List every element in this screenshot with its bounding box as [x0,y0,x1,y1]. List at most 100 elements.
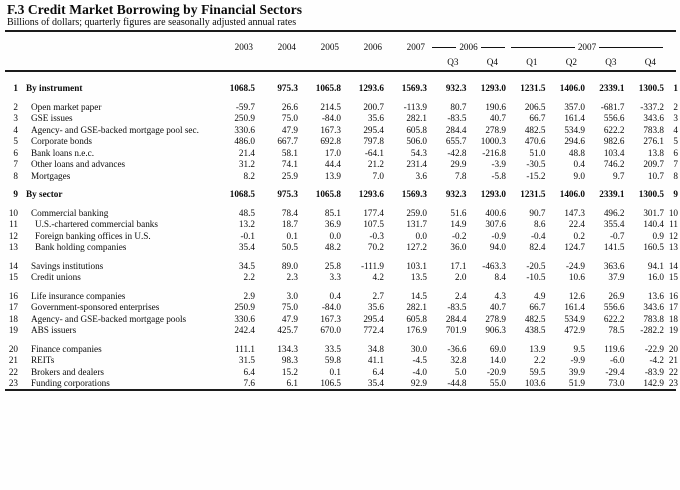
value-cell: 0.4 [573,159,585,169]
row-number-right: 13 [668,242,678,252]
row-label: Corporate bonds [31,136,92,146]
value-cell: 3.0 [286,290,298,301]
value-cell: 176.9 [406,325,427,335]
row-number-right: 21 [668,355,678,365]
value-cell: 301.7 [643,207,664,218]
value-cell: 78.4 [281,207,298,218]
value-cell: -10.5 [526,272,546,282]
value-cell: 330.6 [234,124,255,135]
value-cell: 9.7 [613,170,625,181]
value-cell: 26.6 [281,101,298,112]
value-cell: -83.5 [447,113,467,123]
value-cell: -44.8 [447,378,467,388]
value-cell: 438.5 [524,325,546,335]
col-header-quarter: Q3 [447,56,459,67]
value-cell: 21.2 [367,159,384,169]
value-cell: 932.3 [445,189,467,199]
row-number-right: 19 [668,325,678,335]
value-cell: 3.3 [329,272,341,282]
table-row: 16 Life insurance companies 2.9 3.0 0.4 2.7 14… [0,291,680,303]
value-cell: 75.0 [281,113,298,123]
value-cell: 482.5 [524,313,546,324]
table-row: 15 Credit unions 2.2 2.3 3.3 4.2 13.5 2.0 8.4 -10… [0,272,680,284]
value-cell: -4.0 [412,366,427,377]
row-number-right: 3 [673,113,678,123]
value-cell: -4.5 [412,355,427,365]
row-label: Life insurance companies [31,290,126,301]
value-cell: -5.8 [491,170,506,181]
value-cell: 80.7 [450,101,467,112]
value-cell: -83.5 [447,302,467,312]
value-cell: -29.4 [605,366,625,377]
row-number-left: 8 [13,170,18,181]
value-cell: 6.4 [243,366,255,377]
row-number-left: 9 [13,189,18,199]
value-cell: 26.9 [608,290,625,301]
value-cell: 9.5 [573,343,585,354]
value-cell: -0.3 [369,230,384,241]
value-cell: -83.9 [644,366,664,377]
col-header-year: 2005 [320,41,339,52]
row-number-left: 10 [8,207,18,218]
value-cell: 30.0 [410,343,427,354]
value-cell: 167.3 [320,313,341,324]
value-cell: -216.8 [482,147,506,158]
value-cell: -111.9 [360,260,384,271]
table-row: 13 Bank holding companies 35.4 50.5 48.2 70.2… [0,242,680,254]
value-cell: 1569.3 [401,189,427,199]
value-cell: -59.7 [235,101,255,112]
row-number-right: 2 [673,101,678,112]
value-cell: 22.4 [568,219,585,229]
row-number-left: 21 [8,355,18,365]
row-number-left: 5 [13,136,18,146]
row-label: Open market paper [31,101,102,112]
table-row: 10 Commercial banking 48.5 78.4 85.1 177.4 259… [0,208,680,220]
value-cell: 2.4 [455,290,467,301]
row-number-left: 12 [8,230,18,241]
value-cell: 107.5 [363,219,384,229]
row-label: Agency- and GSE-backed mortgage pools [31,313,187,324]
value-cell: 1300.5 [638,189,664,199]
value-cell: 1068.5 [229,189,255,199]
section-gap [0,254,680,261]
value-cell: 400.6 [485,207,506,218]
value-cell: 4.3 [494,290,506,301]
value-cell: 278.9 [485,124,506,135]
value-cell: 0.1 [286,230,298,241]
value-cell: 55.0 [489,378,506,388]
value-cell: 127.2 [406,242,427,252]
value-cell: 25.9 [281,170,298,181]
value-cell: 1406.0 [559,83,585,93]
value-cell: 54.3 [410,147,427,158]
row-number-left: 3 [13,113,18,123]
value-cell: 1293.0 [480,189,506,199]
value-cell: 160.5 [643,242,664,252]
header-spacer [0,37,214,53]
row-label: REITs [31,355,55,365]
col-header-year: 2006 [363,41,382,52]
value-cell: 13.9 [529,343,546,354]
value-cell: -36.6 [447,343,467,354]
value-cell: 33.5 [324,343,341,354]
value-cell: 1068.5 [229,83,255,93]
row-label: By instrument [26,83,83,93]
row-number-right: 22 [668,366,678,377]
quarter-group-2007: 2007 [508,37,666,53]
value-cell: 667.7 [277,136,298,146]
value-cell: 48.8 [568,147,585,158]
value-cell: 363.6 [603,260,625,271]
value-cell: 2.7 [372,290,384,301]
section-gap [0,284,680,291]
row-number-right: 5 [673,136,678,146]
value-cell: 103.4 [603,147,625,158]
value-cell: 506.0 [406,136,427,146]
value-cell: 2.2 [534,355,546,365]
col-header-year: 2003 [234,41,253,52]
value-cell: 10.7 [647,170,664,181]
value-cell: 1293.6 [358,83,384,93]
value-cell: 0.2 [573,230,585,241]
value-cell: 142.9 [643,378,664,388]
value-cell: -282.2 [640,325,664,335]
value-cell: 51.6 [450,207,467,218]
value-cell: 21.4 [238,147,255,158]
